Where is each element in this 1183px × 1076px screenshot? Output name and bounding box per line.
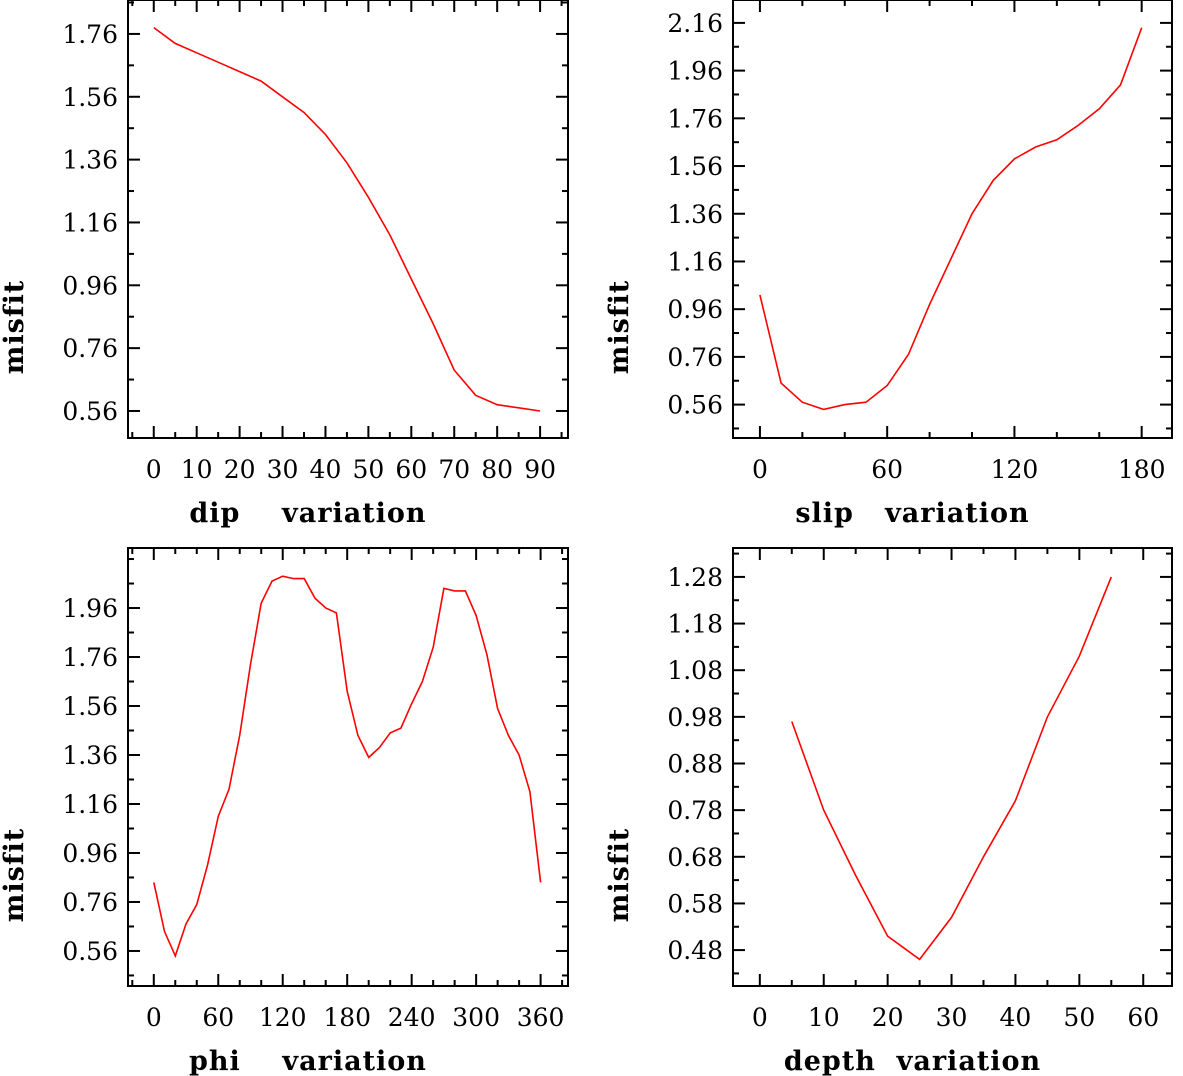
subplot-4: 0 10 20 30 40 50 60 0.48 0.58 0.68 0.78 0.88 0.98 1.0… (604, 547, 1173, 1076)
y-tick-label: 0.78 (667, 796, 723, 825)
x-tick-label: 30 (267, 455, 299, 484)
x-tick-label: 60 (871, 455, 903, 484)
y-tick-label: 0.88 (667, 750, 723, 779)
misfit-line (791, 576, 1113, 961)
y-tick-label: 1.36 (62, 146, 118, 175)
y-tick-label: 0.96 (62, 839, 118, 868)
x-tick-label: 180 (1118, 455, 1166, 484)
subplot-3: 0 60 120 180 240 300 360 0.56 0.76 0.96 1.16 1.36 1.… (0, 547, 569, 1076)
subplot-2: 0 60 120 180 0.56 0.76 0.96 1.16 1.36 1.56 1.76 1.9… (604, 0, 1173, 529)
y-tick-label: 1.96 (667, 57, 723, 86)
y-axis-label: misfit (0, 828, 30, 922)
plot-frame (732, 547, 1173, 987)
y-tick-label: 0.48 (667, 936, 723, 965)
y-tick-label: 1.08 (667, 656, 723, 685)
x-tick-label: 30 (936, 1003, 968, 1032)
y-tick-label: 1.76 (62, 643, 118, 672)
x-tick-label: 50 (352, 455, 384, 484)
y-tick-label: 1.16 (667, 247, 723, 276)
y-tick-label: 2.16 (667, 9, 723, 38)
x-tick-label: 40 (1000, 1003, 1032, 1032)
x-tick-label: 120 (991, 455, 1039, 484)
y-tick-label: 1.28 (667, 563, 723, 592)
y-tick-label: 1.76 (667, 104, 723, 133)
x-tick-label: 0 (146, 455, 162, 484)
x-tick-label: 120 (259, 1003, 307, 1032)
x-tick-label: 60 (395, 455, 427, 484)
x-tick-label: 90 (524, 455, 556, 484)
y-axis-label: misfit (604, 828, 635, 922)
plot-frame (127, 547, 569, 987)
misfit-line (759, 27, 1143, 411)
plot-frame (127, 0, 569, 439)
y-tick-label: 0.96 (62, 271, 118, 300)
y-tick-label: 0.68 (667, 843, 723, 872)
y-tick-label: 1.16 (62, 208, 118, 237)
y-tick-label: 0.56 (667, 391, 723, 420)
y-tick-label: 1.18 (667, 610, 723, 639)
y-tick-label: 1.56 (667, 152, 723, 181)
y-tick-label: 0.56 (62, 397, 118, 426)
x-tick-label: 20 (872, 1003, 904, 1032)
x-tick-label: 50 (1063, 1003, 1095, 1032)
x-tick-label: 360 (517, 1003, 565, 1032)
y-tick-label: 1.36 (62, 741, 118, 770)
y-tick-label: 1.36 (667, 200, 723, 229)
y-tick-label: 0.96 (667, 295, 723, 324)
x-tick-label: 80 (481, 455, 513, 484)
plot-frame (732, 0, 1173, 439)
y-tick-label: 1.16 (62, 790, 118, 819)
x-tick-label: 60 (202, 1003, 234, 1032)
x-tick-label: 60 (1127, 1003, 1159, 1032)
x-tick-label: 0 (146, 1003, 162, 1032)
x-axis-label: depth variation (784, 1046, 1041, 1076)
x-tick-label: 40 (310, 455, 342, 484)
x-tick-label: 70 (438, 455, 470, 484)
x-tick-label: 300 (452, 1003, 500, 1032)
y-tick-label: 0.76 (667, 343, 723, 372)
x-axis-label: phi variation (189, 1046, 427, 1076)
x-axis-label: dip variation (189, 498, 426, 529)
y-tick-label: 0.56 (62, 937, 118, 966)
y-tick-label: 0.76 (62, 334, 118, 363)
y-tick-label: 0.76 (62, 888, 118, 917)
y-tick-label: 0.58 (667, 889, 723, 918)
y-axis-label: misfit (0, 280, 30, 374)
y-tick-label: 1.56 (62, 83, 118, 112)
y-tick-label: 1.96 (62, 594, 118, 623)
x-tick-label: 10 (808, 1003, 840, 1032)
x-tick-label: 20 (224, 455, 256, 484)
x-tick-label: 0 (752, 1003, 768, 1032)
x-tick-label: 180 (323, 1003, 371, 1032)
subplot-1: 0 10 20 30 40 50 60 70 80 90 0.56 0.76 0.96 1.16 1.36 1… (0, 0, 569, 529)
misfit-line (153, 575, 542, 959)
x-tick-label: 240 (388, 1003, 436, 1032)
x-tick-label: 0 (752, 455, 768, 484)
y-tick-label: 1.76 (62, 20, 118, 49)
y-tick-label: 1.56 (62, 692, 118, 721)
x-axis-label: slip variation (795, 498, 1029, 529)
y-tick-label: 0.98 (667, 703, 723, 732)
misfit-line (153, 26, 541, 412)
y-axis-label: misfit (604, 280, 635, 374)
x-tick-label: 10 (181, 455, 213, 484)
